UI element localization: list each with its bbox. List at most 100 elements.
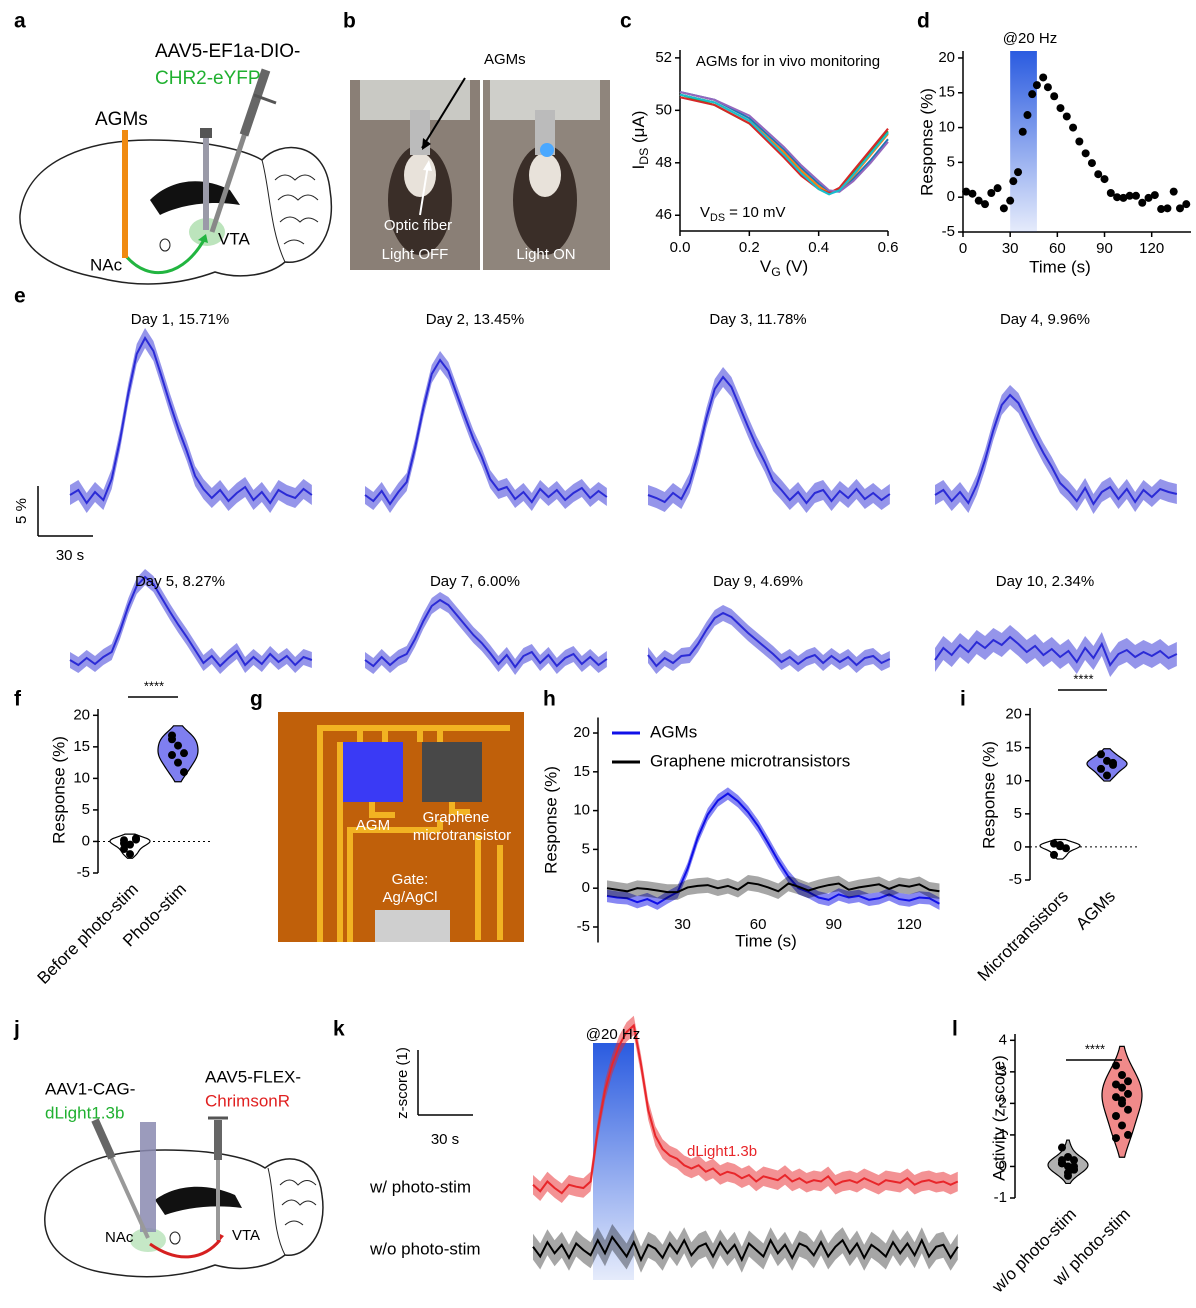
- point: [120, 845, 128, 854]
- point: [180, 768, 188, 777]
- point: [168, 731, 176, 740]
- point: [174, 741, 182, 750]
- row-label: w/ photo-stim: [369, 1177, 471, 1196]
- annotation: VDS = 10 mV: [700, 204, 785, 224]
- y-tick-label: 20: [573, 724, 590, 741]
- error-band: [607, 875, 940, 900]
- y-tick-label: 3: [999, 1063, 1007, 1080]
- annotation: dLight1.3b: [687, 1143, 757, 1160]
- y-tick-label: 20: [73, 706, 90, 723]
- point: [1112, 1112, 1120, 1120]
- error-band: [935, 625, 1177, 677]
- panel-label: a: [14, 10, 26, 33]
- y-axis-label: Response (%): [979, 741, 998, 849]
- virus-label: AAV1-CAG-: [45, 1079, 135, 1098]
- point: [968, 189, 977, 198]
- y-tick-label: 10: [938, 119, 955, 136]
- point: [180, 749, 188, 758]
- x-tick-label: 0.2: [739, 239, 760, 256]
- photo-label: AGMs: [484, 51, 526, 68]
- region-label: NAc: [90, 255, 123, 274]
- point: [1050, 850, 1058, 859]
- x-tick-label: 120: [897, 916, 922, 933]
- point: [1097, 750, 1105, 759]
- point: [1064, 1162, 1072, 1171]
- error-band: [70, 569, 312, 674]
- y-tick-label: -1: [994, 1189, 1007, 1206]
- point: [1097, 764, 1105, 773]
- y-tick-label: -5: [942, 223, 955, 240]
- y-axis-label-part: DS: [637, 148, 651, 165]
- point: [1112, 1061, 1120, 1070]
- y-tick-label: 15: [938, 84, 955, 101]
- error-band: [648, 605, 890, 674]
- point: [1062, 112, 1071, 121]
- point: [1043, 83, 1052, 92]
- y-tick-label: 46: [655, 206, 672, 223]
- error-band: [533, 1224, 958, 1273]
- line: [934, 393, 1178, 506]
- row-label: w/o photo-stim: [369, 1239, 481, 1258]
- point: [1064, 1153, 1072, 1161]
- panel-label: g: [250, 688, 263, 711]
- point: [1124, 1130, 1132, 1139]
- subplot-title: Day 3, 11.78%: [709, 311, 806, 328]
- point: [1112, 1134, 1120, 1143]
- line: [679, 93, 889, 196]
- y-tick-label: 15: [573, 763, 590, 780]
- y-tick-label: 5: [947, 153, 955, 170]
- y-tick-label: 2: [999, 1094, 1007, 1111]
- virus-label: dLight1.3b: [45, 1103, 124, 1122]
- point: [1100, 175, 1109, 184]
- point: [1058, 1159, 1066, 1168]
- error-band: [935, 385, 1177, 514]
- virus-label: AAV5-EF1a-DIO-: [155, 41, 300, 62]
- subplot-title: Day 4, 9.96%: [1000, 311, 1090, 328]
- line: [532, 1235, 959, 1263]
- x-tick-label: 90: [825, 916, 842, 933]
- y-tick-label: 5: [82, 801, 90, 818]
- point: [1039, 73, 1048, 82]
- point: [1138, 198, 1147, 207]
- point: [1109, 758, 1117, 767]
- annotation: @20 Hz: [1003, 30, 1057, 47]
- y-tick-label: 15: [73, 738, 90, 755]
- point: [1103, 771, 1111, 780]
- error-band: [70, 328, 312, 513]
- scale-bar-label: 5 %: [13, 498, 30, 524]
- significance-label: ****: [1085, 1041, 1105, 1056]
- x-tick-label: 0.0: [670, 239, 691, 256]
- point: [1014, 168, 1023, 177]
- region-label: NAc: [105, 1229, 134, 1246]
- point: [1056, 842, 1064, 851]
- panel-label: j: [13, 1018, 20, 1041]
- y-tick-label: 10: [73, 769, 90, 786]
- y-tick-label: 0: [582, 879, 590, 896]
- point: [962, 187, 971, 196]
- x-tick-label: Microtransistors: [974, 887, 1072, 985]
- photo-label: Light OFF: [382, 246, 449, 263]
- scale-bar-label: 30 s: [431, 1131, 459, 1148]
- line: [934, 635, 1178, 668]
- x-tick-label: 90: [1096, 240, 1113, 257]
- point: [1131, 191, 1140, 200]
- point: [1125, 191, 1134, 200]
- legend-label: AGMs: [650, 722, 697, 741]
- line: [364, 358, 608, 506]
- point: [1118, 1096, 1126, 1105]
- point: [174, 758, 182, 767]
- point: [168, 751, 176, 760]
- line: [69, 336, 313, 505]
- line: [647, 611, 891, 668]
- point: [1064, 1171, 1072, 1180]
- error-band: [533, 1015, 958, 1203]
- point: [1118, 1121, 1126, 1130]
- subplot-title: Day 7, 6.00%: [430, 573, 520, 590]
- stim-band: [1010, 51, 1037, 232]
- x-tick-label: 0.4: [808, 239, 829, 256]
- y-axis-label: Activity (z-score): [989, 1055, 1008, 1181]
- x-axis-label-part: V: [760, 257, 772, 276]
- annotation-part: = 10 mV: [725, 204, 785, 221]
- point: [1118, 1083, 1126, 1092]
- subplot-title: Day 9, 4.69%: [713, 573, 803, 590]
